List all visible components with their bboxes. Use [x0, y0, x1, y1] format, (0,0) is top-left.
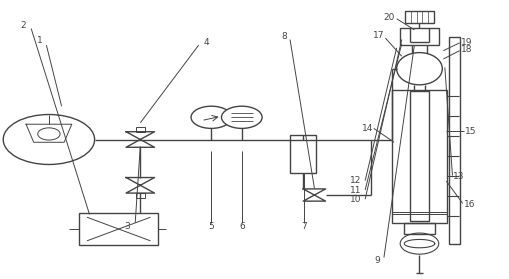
- Bar: [391, 90, 447, 223]
- Text: 5: 5: [209, 222, 214, 231]
- Text: 3: 3: [125, 222, 130, 231]
- Text: 2: 2: [21, 21, 26, 30]
- Bar: [400, 28, 439, 45]
- Circle shape: [221, 106, 262, 128]
- Text: 6: 6: [239, 222, 245, 231]
- Text: 11: 11: [350, 186, 362, 194]
- Text: 9: 9: [375, 256, 380, 265]
- Text: 1: 1: [38, 37, 43, 45]
- Text: 13: 13: [453, 172, 464, 181]
- Bar: [404, 223, 435, 234]
- Text: 18: 18: [461, 45, 472, 54]
- Bar: [405, 11, 434, 23]
- Text: 17: 17: [373, 31, 384, 40]
- Bar: [290, 135, 317, 173]
- Text: 16: 16: [464, 200, 475, 209]
- Bar: [449, 37, 460, 244]
- Text: 10: 10: [350, 195, 362, 204]
- Text: 8: 8: [281, 32, 287, 41]
- Text: 19: 19: [461, 38, 472, 47]
- Text: 7: 7: [301, 222, 306, 231]
- Text: 12: 12: [350, 176, 362, 185]
- Circle shape: [191, 106, 232, 128]
- Bar: [410, 91, 429, 222]
- Bar: [136, 127, 145, 132]
- Bar: [136, 193, 145, 198]
- Text: 14: 14: [361, 124, 373, 133]
- Text: 15: 15: [465, 127, 476, 136]
- Bar: [79, 213, 158, 245]
- Text: 20: 20: [384, 13, 395, 22]
- Text: 4: 4: [204, 38, 209, 47]
